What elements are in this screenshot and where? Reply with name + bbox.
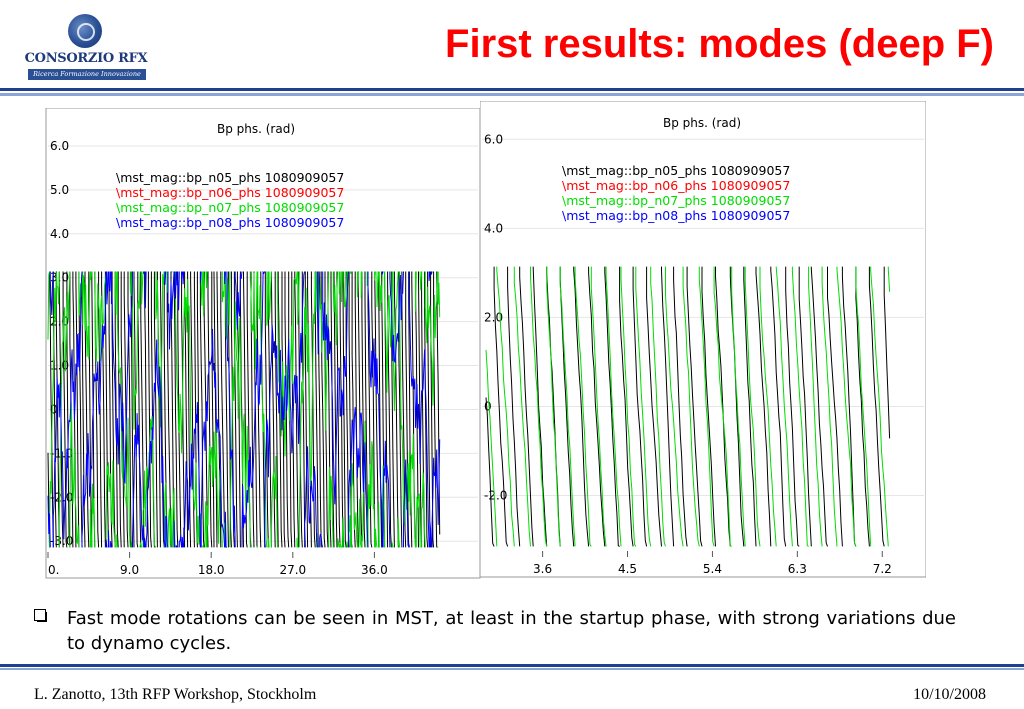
- footer-author: L. Zanotto, 13th RFP Workshop, Stockholm: [34, 686, 317, 703]
- legend-entry-n07: \mst_mag::bp_n07_phs 1080909057: [562, 193, 790, 208]
- x-tick-label: 5.4: [703, 562, 722, 576]
- x-tick-label: 27.0: [279, 563, 306, 577]
- x-tick-label: 6.3: [788, 562, 807, 576]
- y-tick-label: 6.0: [50, 139, 69, 153]
- x-tick-label: 18.0: [198, 563, 225, 577]
- slide-title: First results: modes (deep F): [445, 22, 994, 66]
- legend-entry-n05: \mst_mag::bp_n05_phs 1080909057: [116, 170, 344, 185]
- y-tick-label: 4.0: [50, 227, 69, 241]
- legend-entry-n05: \mst_mag::bp_n05_phs 1080909057: [562, 163, 790, 178]
- y-tick-label: 1.0: [50, 359, 69, 373]
- logo-name: CONSORZIO RFX: [24, 51, 148, 66]
- bullet-text: Fast mode rotations can be seen in MST, …: [67, 608, 956, 654]
- x-tick-label: 3.6: [533, 562, 552, 576]
- x-tick-label: 9.0: [120, 563, 139, 577]
- series-trace-n07: [47, 271, 441, 548]
- legend-entry-n08: \mst_mag::bp_n08_phs 1080909057: [116, 215, 344, 230]
- y-tick-label: 6.0: [484, 132, 503, 146]
- checkbox-bullet-icon: [34, 609, 47, 622]
- y-tick-label: 4.0: [484, 221, 503, 235]
- x-tick-label: 36.0: [361, 563, 388, 577]
- plot-left: 6.0 5.0 4.0 3.0 2.0 1.0 0 -1.0 -2.0 -3.0 0. 9.0 18.0…: [36, 108, 482, 588]
- y-tick-label: 0: [50, 402, 58, 416]
- logo-tagline: Ricerca Formazione Innovazione: [28, 69, 146, 80]
- left-phase-chart: 6.05.04.03.02.01.00-1.0-2.0-3.00. 9.0 18.0…: [36, 108, 481, 579]
- y-tick-label: -2.0: [484, 489, 507, 503]
- series-trace-n08: [47, 270, 441, 548]
- series-trace-n07: [485, 266, 891, 547]
- x-tick-label: 4.5: [618, 562, 637, 576]
- plot-right: 6.0 4.0 2.0 0 -2.0 3.6 4.5 5.4 6.3 7.2 Bp phs. (ra…: [480, 101, 926, 579]
- title-divider: [0, 88, 1024, 96]
- legend-entry-n06: \mst_mag::bp_n06_phs 1080909057: [116, 185, 344, 200]
- x-tick-label: 0.: [48, 563, 59, 577]
- right-phase-chart: 6.0 4.0 2.0 0 -2.0 3.6 4.5 5.4 6.3 7.2 Bp phs. (ra…: [480, 101, 926, 578]
- legend-entry-n07: \mst_mag::bp_n07_phs 1080909057: [116, 200, 344, 215]
- y-tick-label: 5.0: [50, 183, 69, 197]
- consorzio-rfx-logo: CONSORZIO RFX Ricerca Formazione Innovaz…: [20, 14, 152, 86]
- logo-emblem-icon: [68, 14, 102, 48]
- footer-divider: [0, 664, 1024, 670]
- chart-title: Bp phs. (rad): [217, 122, 295, 136]
- legend-entry-n08: \mst_mag::bp_n08_phs 1080909057: [562, 208, 790, 223]
- series-trace-n05: [485, 266, 891, 547]
- y-tick-label: 0: [484, 399, 492, 413]
- chart-title: Bp phs. (rad): [663, 116, 741, 130]
- y-tick-label: 2.0: [484, 310, 503, 324]
- x-tick-label: 7.2: [873, 562, 892, 576]
- footer-date: 10/10/2008: [913, 686, 986, 703]
- legend-entry-n06: \mst_mag::bp_n06_phs 1080909057: [562, 178, 790, 193]
